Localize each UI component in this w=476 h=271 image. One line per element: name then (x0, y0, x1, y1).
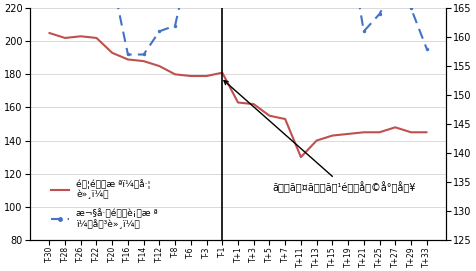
Text: ãã¤ãã¹éå©å°å¥: ãã¤ãã¹éå©å°å ¥ (224, 80, 416, 193)
Legend: é¦éæ ªï¼å·¦
è»¸ï¼, æ¬§å·éè¡æ ª
ï¼å³è»¸ï¼: é¦éæ ªï¼å·¦ è»¸ï¼, æ¬§å·éè¡æ ª … (48, 175, 162, 233)
